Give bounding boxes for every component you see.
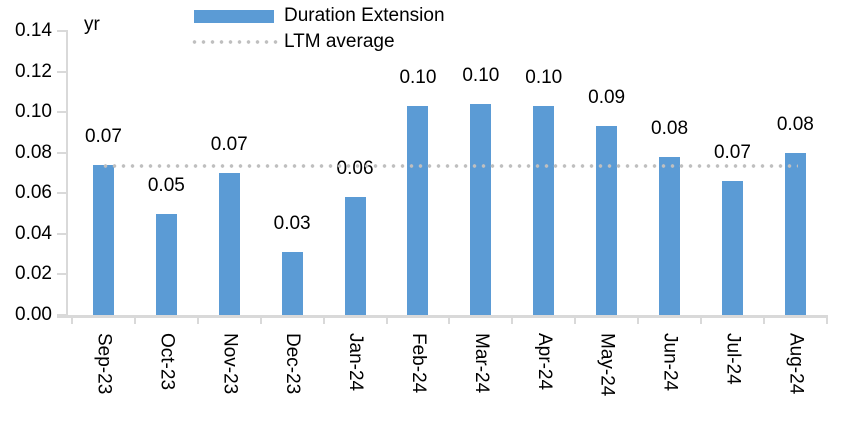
- bar-value-label-sep-23: 0.07: [84, 125, 122, 147]
- bar-aug-24: [784, 152, 806, 315]
- bar-dec-23: [281, 252, 303, 315]
- bar-value-label-may-24: 0.09: [588, 87, 626, 109]
- legend-label-duration-extension: Duration Extension: [284, 5, 445, 26]
- y-axis-tick-label: 0.06: [15, 182, 52, 204]
- bar-feb-24: [407, 106, 429, 315]
- y-axis-tick-label: 0.08: [15, 141, 52, 163]
- y-axis-tick-label: 0.00: [15, 304, 52, 325]
- x-axis-tick: [511, 315, 514, 324]
- x-tick-label-may-24: May-24: [596, 333, 618, 397]
- x-tick-label-jul-24: Jul-24: [722, 333, 744, 385]
- chart-legend: Duration Extension LTM average: [190, 4, 445, 54]
- y-axis-tick: [57, 273, 67, 276]
- x-axis-tick: [762, 315, 765, 324]
- y-axis-tick: [57, 111, 67, 114]
- dotted-line-icon: [190, 40, 278, 44]
- x-axis-tick: [637, 315, 640, 324]
- x-tick-label-aug-24: Aug-24: [785, 333, 807, 395]
- x-axis-tick: [71, 315, 73, 324]
- bar-value-label-nov-23: 0.07: [210, 134, 248, 155]
- bar-apr-24: [533, 106, 555, 315]
- bar-jul-24: [721, 181, 743, 315]
- x-axis-line: [57, 315, 828, 318]
- x-axis-tick: [259, 315, 262, 324]
- y-axis-tick-label: 0.04: [15, 222, 52, 244]
- bar-value-label-jan-24: 0.06: [336, 158, 374, 180]
- x-axis-tick: [574, 315, 577, 324]
- y-axis-tick-label: 0.14: [15, 20, 52, 41]
- x-axis-tick: [700, 315, 702, 324]
- bar-value-label-jun-24: 0.08: [651, 117, 689, 139]
- y-axis-tick: [57, 151, 67, 154]
- x-tick-label-jun-24: Jun-24: [659, 333, 681, 392]
- y-axis-tick: [57, 30, 67, 32]
- bar-value-label-oct-23: 0.05: [147, 174, 185, 196]
- x-axis-tick: [322, 315, 325, 324]
- bar-may-24: [596, 126, 618, 315]
- y-axis-tick: [57, 70, 67, 73]
- bar-swatch-icon: [194, 9, 274, 23]
- x-tick-label-feb-24: Feb-24: [407, 333, 429, 394]
- bar-mar-24: [470, 104, 492, 315]
- y-axis-tick-label: 0.12: [15, 60, 52, 82]
- x-axis-tick: [196, 315, 199, 324]
- y-axis-tick-label: 0.10: [15, 101, 52, 123]
- bar-value-label-aug-24: 0.08: [776, 113, 814, 135]
- legend-dotted-line-swatch: [190, 40, 278, 44]
- y-axis-tick: [57, 232, 67, 235]
- bar-value-label-jul-24: 0.07: [713, 142, 751, 164]
- x-axis-tick: [825, 315, 828, 324]
- x-axis-tick: [133, 315, 136, 324]
- bar-value-label-feb-24: 0.10: [399, 67, 437, 89]
- ltm-average-line: [101, 163, 798, 168]
- x-tick-label-mar-24: Mar-24: [470, 333, 492, 394]
- bar-sep-23: [92, 164, 114, 315]
- bar-nov-23: [218, 173, 240, 315]
- x-tick-label-oct-23: Oct-23: [156, 333, 178, 391]
- x-tick-label-nov-23: Nov-23: [219, 333, 241, 395]
- bar-oct-23: [155, 213, 177, 315]
- x-tick-label-apr-24: Apr-24: [533, 333, 555, 391]
- bar-jun-24: [659, 156, 681, 315]
- y-axis-tick: [57, 192, 67, 195]
- y-axis-tick-label: 0.02: [15, 263, 52, 285]
- legend-label-ltm-average: LTM average: [284, 31, 395, 52]
- y-axis-line: [66, 30, 68, 315]
- x-tick-label-sep-23: Sep-23: [93, 333, 115, 395]
- legend-item-duration-extension: Duration Extension: [190, 4, 445, 28]
- legend-bar-swatch: [190, 9, 278, 23]
- x-axis-tick: [448, 315, 451, 324]
- x-tick-label-dec-23: Dec-23: [282, 333, 304, 395]
- y-axis-unit-label: yr: [84, 14, 100, 35]
- bar-jan-24: [344, 197, 366, 315]
- x-tick-label-jan-24: Jan-24: [345, 333, 367, 392]
- bar-value-label-dec-23: 0.03: [273, 213, 311, 235]
- bar-value-label-apr-24: 0.10: [525, 67, 563, 89]
- bar-value-label-mar-24: 0.10: [462, 65, 500, 87]
- legend-item-ltm-average: LTM average: [190, 30, 445, 54]
- x-axis-tick: [385, 315, 388, 324]
